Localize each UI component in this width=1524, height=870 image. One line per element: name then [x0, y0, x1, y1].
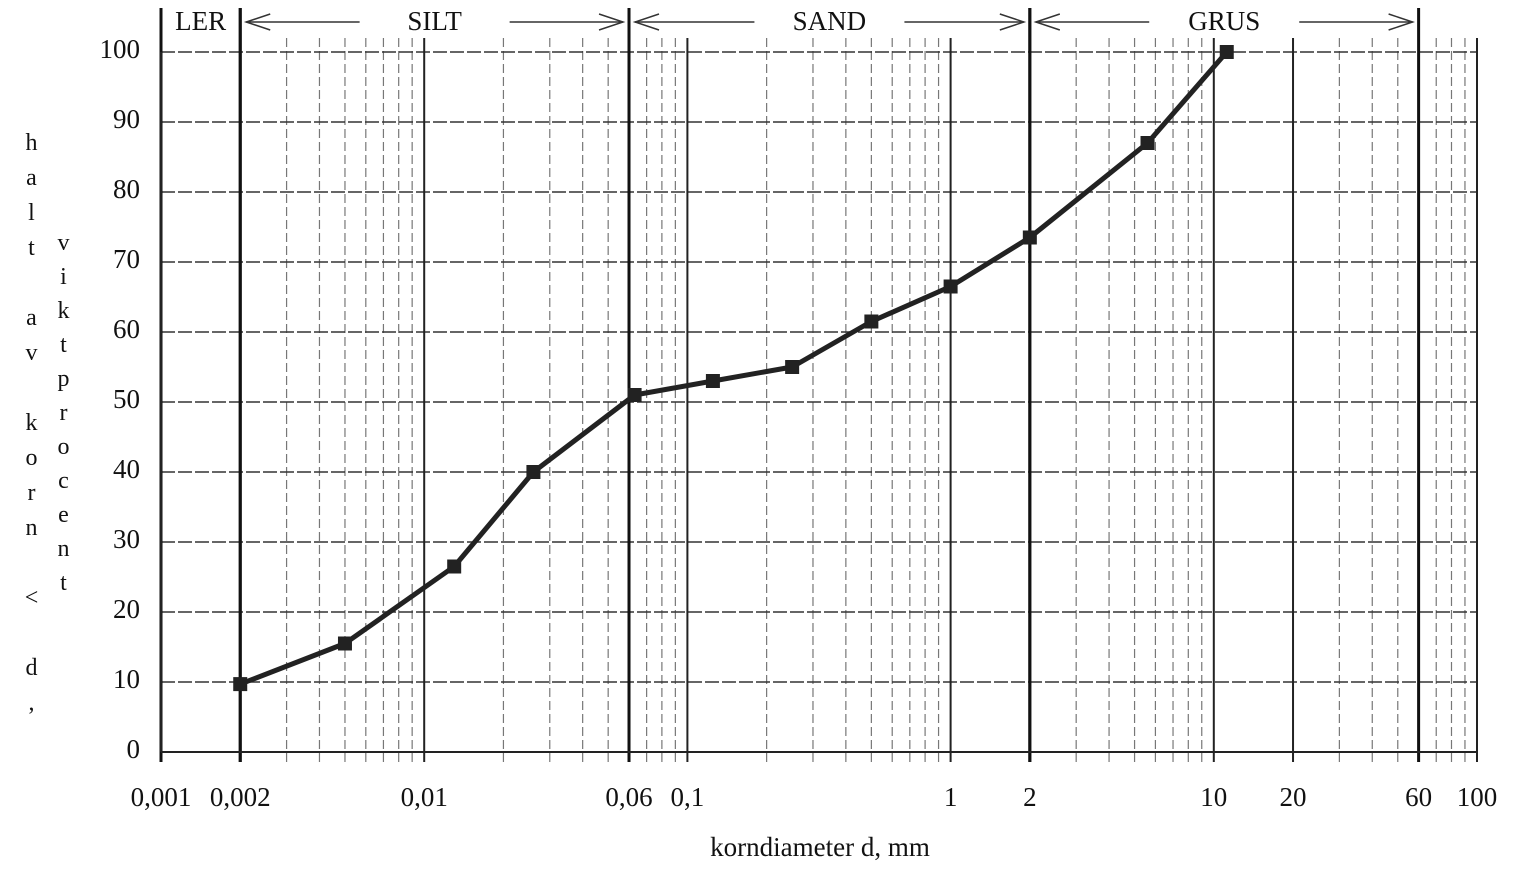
y-tick-label: 40 [113, 454, 140, 484]
x-tick-label: 20 [1280, 782, 1307, 812]
data-point [1022, 230, 1037, 245]
y-tick-label: 60 [113, 314, 140, 344]
y-tick-label: 80 [113, 174, 140, 204]
y-tick-label: 0 [127, 734, 141, 764]
zone-arrowhead [1033, 13, 1061, 31]
y-tick-label: 50 [113, 384, 140, 414]
y-axis-label: viktprocent [50, 230, 76, 604]
data-point [943, 279, 958, 294]
zone-arrowhead [243, 13, 271, 31]
x-tick-label: 0,01 [401, 782, 448, 812]
x-tick-label: 0,1 [671, 782, 705, 812]
zone-arrowhead [999, 13, 1027, 31]
data-point [627, 388, 642, 402]
data-point [526, 465, 541, 479]
data-point [233, 677, 248, 692]
y-tick-label: 10 [113, 664, 140, 694]
data-point [1140, 136, 1155, 150]
x-axis-label: korndiameter d, mm [710, 832, 930, 862]
data-point [864, 314, 879, 329]
data-point [785, 360, 800, 374]
y-axis-label: halt av korn < d, [18, 130, 44, 725]
zone-label: SILT [407, 6, 462, 36]
x-tick-label: 0,002 [210, 782, 271, 812]
y-tick-label: 100 [100, 34, 141, 64]
x-tick-label: 0,001 [131, 782, 192, 812]
data-point [337, 636, 352, 651]
y-tick-label: 20 [113, 594, 140, 624]
data-point [447, 559, 462, 574]
y-tick-label: 30 [113, 524, 140, 554]
x-tick-label: 10 [1200, 782, 1227, 812]
zone-arrowhead [632, 13, 660, 31]
x-tick-label: 100 [1457, 782, 1498, 812]
zone-arrowhead [598, 13, 626, 31]
x-tick-label: 2 [1023, 782, 1037, 812]
data-point [705, 374, 720, 388]
zone-arrowhead [1388, 13, 1415, 31]
zone-label: GRUS [1188, 6, 1260, 36]
x-tick-label: 0,06 [605, 782, 652, 812]
zone-label: LER [175, 6, 226, 36]
x-tick-label: 1 [944, 782, 958, 812]
y-tick-label: 90 [113, 104, 140, 134]
y-tick-label: 70 [113, 244, 140, 274]
zone-label: SAND [793, 6, 867, 36]
data-point [1219, 45, 1234, 59]
data-line [239, 50, 1229, 687]
x-tick-label: 60 [1405, 782, 1432, 812]
